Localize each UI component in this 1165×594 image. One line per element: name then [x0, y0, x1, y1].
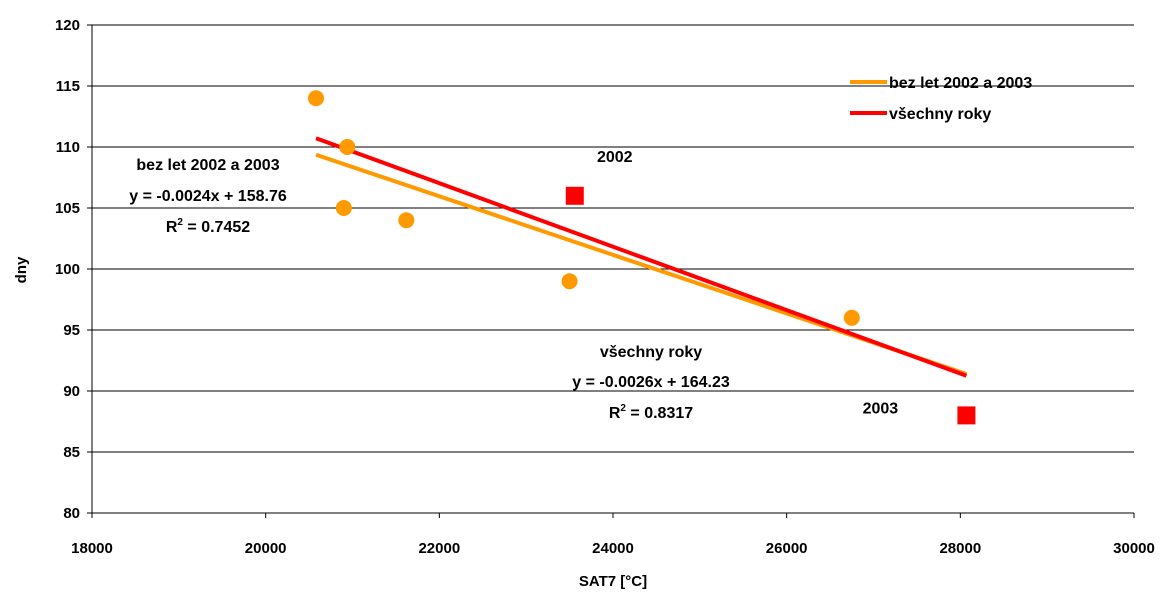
- data-point-square: [565, 186, 584, 205]
- y-tick-label: 115: [56, 78, 80, 95]
- annotation-equation: y = -0.0026x + 164.23: [572, 374, 730, 391]
- data-point-circle: [308, 90, 325, 107]
- legend: bez let 2002 a 2003 všechny roky: [850, 75, 1032, 123]
- annotation-r-squared: R2 = 0.7452: [166, 217, 250, 236]
- data-point-circle: [843, 309, 860, 326]
- gridlines: [92, 24, 1134, 453]
- point-label: 2002: [597, 149, 633, 166]
- trendline-annotation-vsechny-roky: všechny roky y = -0.0026x + 164.23 R2 = …: [572, 344, 730, 422]
- r-squared-value: = 0.8317: [626, 405, 693, 422]
- y-tick-label: 90: [63, 383, 80, 400]
- y-tick-label: 105: [55, 200, 80, 217]
- y-tick-label: 95: [63, 322, 80, 339]
- annotation-equation: y = -0.0024x + 158.76: [129, 188, 287, 205]
- legend-label: všechny roky: [889, 106, 991, 123]
- x-tick-label: 28000: [939, 540, 981, 557]
- x-tick-label: 18000: [71, 540, 113, 557]
- y-tick-label: 110: [56, 139, 80, 156]
- annotation-r-squared: R2 = 0.8317: [609, 403, 693, 422]
- r-squared-value: = 0.7452: [183, 219, 250, 236]
- x-tick-label: 22000: [418, 540, 460, 557]
- x-tick-label: 24000: [592, 540, 634, 557]
- trendlines: [315, 136, 968, 378]
- data-point-circle: [335, 200, 352, 216]
- trendline-annotation-bez-let: bez let 2002 a 2003 y = -0.0024x + 158.7…: [129, 157, 287, 236]
- data-point-circle: [561, 273, 578, 290]
- data-points: 2002 2003: [308, 90, 976, 425]
- data-point-square: [957, 406, 976, 425]
- axes: [87, 24, 1135, 518]
- x-tick-label: 20000: [245, 540, 287, 557]
- y-tick-label: 80: [63, 505, 80, 522]
- y-tick-label: 85: [63, 444, 80, 461]
- y-tick-label: 100: [55, 261, 80, 278]
- x-tick-label: 30000: [1113, 540, 1155, 557]
- data-point-circle: [339, 139, 356, 155]
- y-tick-label: 120: [55, 17, 80, 34]
- trendline: [315, 136, 968, 378]
- x-tick-label: 26000: [766, 540, 808, 557]
- tick-labels: 80 85 90 95 100 105 110 115 120 18000 20000 22000 24…: [55, 17, 1155, 557]
- legend-label: bez let 2002 a 2003: [889, 75, 1032, 92]
- data-point-circle: [398, 212, 415, 229]
- y-axis-label: dny: [13, 256, 30, 283]
- x-axis-label: SAT7 [°C]: [579, 573, 647, 590]
- annotation-title: všechny roky: [600, 344, 702, 361]
- annotation-title: bez let 2002 a 2003: [136, 157, 279, 174]
- point-label: 2003: [863, 400, 899, 417]
